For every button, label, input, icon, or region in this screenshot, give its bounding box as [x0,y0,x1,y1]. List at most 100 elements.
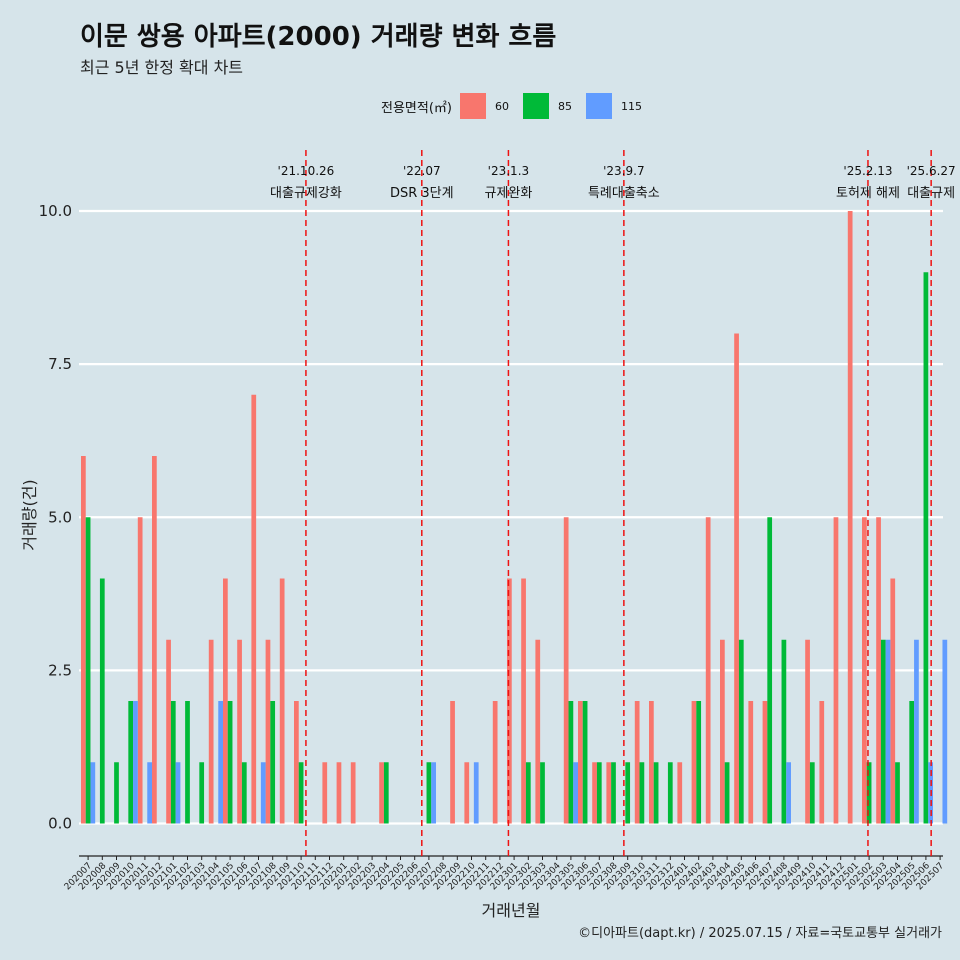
bar-60 [294,701,299,824]
bar-85 [895,762,900,824]
bar-115 [473,762,479,824]
bar-60 [634,701,640,824]
bar-60 [81,456,86,824]
bar-85 [525,762,531,824]
bar-60 [535,639,541,824]
legend-key-85 [522,93,549,119]
legend-key-60 [459,93,486,119]
bar-60 [762,701,768,824]
bar-85 [568,701,574,824]
bar-60 [691,701,697,824]
bar-85 [696,701,702,824]
bar-60 [592,762,597,824]
bar-115 [942,639,948,824]
bar-85 [653,762,659,824]
bar-115 [914,639,919,824]
event-date-label: '22.07 [403,164,441,178]
legend-title: 전용면적(㎡) [381,100,452,116]
bar-115 [260,762,266,824]
bar-85 [596,762,602,824]
bar-115 [885,639,891,824]
bar-60 [279,578,285,824]
legend-label-85: 85 [557,99,572,113]
bar-60 [464,762,470,824]
bar-85 [426,762,432,824]
event-date-label: '23.9.7 [603,164,644,178]
bar-85 [383,762,389,824]
bar-85 [667,762,673,824]
source-caption: ©디아파트(dapt.kr) / 2025.07.15 / 자료=국토교통부 실… [578,926,942,941]
bar-115 [431,762,436,824]
chart-title: 이문 쌍용 아파트(2000) 거래량 변화 흐름 [80,22,557,52]
bar-85 [909,701,915,824]
bar-60 [748,701,754,824]
bar-60 [251,394,257,824]
bar-60 [166,639,171,824]
bar-60 [379,762,384,824]
bar-60 [152,456,157,824]
bar-60 [862,517,867,824]
bar-115 [786,762,791,824]
bar-60 [847,211,853,824]
bar-115 [133,701,138,824]
bar-60 [492,701,498,824]
bar-60 [137,517,143,824]
bar-60 [805,639,810,824]
bar-85 [540,762,545,824]
bar-85 [781,639,787,824]
y-axis-label: 거래량(건) [20,479,39,551]
bar-60 [819,701,825,824]
bar-85 [298,762,304,824]
bar-85 [241,762,247,824]
y-tick-label: 2.5 [48,661,72,679]
legend-label-115: 115 [620,99,642,113]
bar-85 [923,272,929,824]
bar-60 [649,701,654,824]
bar-60 [450,701,455,824]
bar-85 [738,639,744,824]
y-tick-label: 0.0 [48,815,72,833]
bar-60 [890,578,896,824]
bar-60 [705,517,711,824]
bar-85 [809,762,815,824]
event-date-label: '25.2.13 [843,164,892,178]
event-name-label: 규제완화 [484,186,532,201]
bar-85 [724,762,730,824]
bar-115 [147,762,152,824]
bar-85 [880,639,886,824]
bar-60 [521,578,526,824]
bar-60 [677,762,683,824]
event-name-label: DSR 3단계 [390,186,454,201]
bar-85 [99,578,105,824]
bar-60 [606,762,612,824]
bar-60 [734,333,739,824]
bar-60 [350,762,356,824]
bar-85 [170,701,176,824]
bar-85 [611,762,616,824]
bar-85 [128,701,134,824]
bar-85 [767,517,773,824]
bar-60 [322,762,328,824]
event-date-label: '23.1.3 [488,164,529,178]
y-tick-label: 7.5 [48,355,72,373]
chart-subtitle: 최근 5년 한정 확대 차트 [80,58,244,77]
bar-60 [208,639,214,824]
event-date-label: '21.10.26 [278,164,335,178]
bar-60 [833,517,839,824]
y-tick-label: 10.0 [39,202,72,220]
event-date-label: '25.6.27 [907,164,956,178]
bar-60 [578,701,583,824]
legend: 전용면적(㎡) 60 85 115 [381,93,656,119]
legend-key-115 [585,93,612,119]
event-name-label: 토허제 해제 [836,186,900,201]
x-axis-label: 거래년월 [481,901,541,920]
bar-60 [876,517,881,824]
bar-60 [507,578,512,824]
bar-115 [218,701,223,824]
bar-60 [720,639,725,824]
bar-115 [573,762,578,824]
bar-85 [199,762,205,824]
bar-85 [185,701,190,824]
bar-85 [227,701,233,824]
